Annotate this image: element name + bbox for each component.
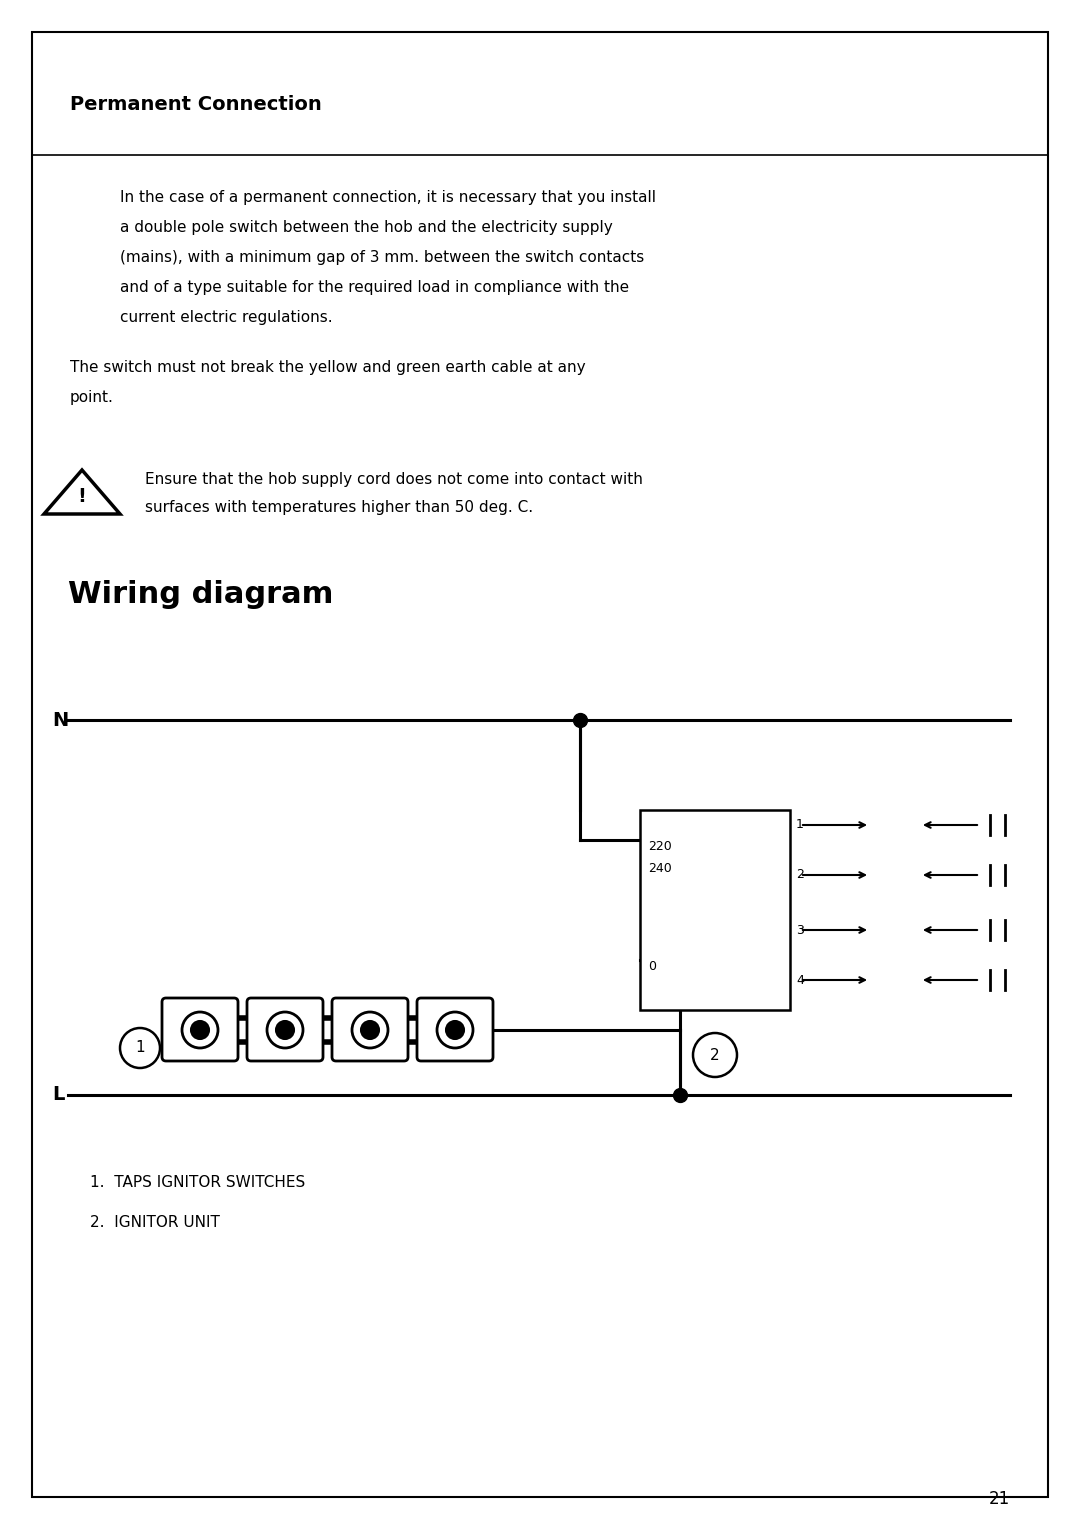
Text: and of a type suitable for the required load in compliance with the: and of a type suitable for the required …: [120, 280, 630, 295]
Text: L: L: [52, 1086, 65, 1104]
Bar: [640, 810, 789, 1011]
FancyBboxPatch shape: [417, 998, 492, 1061]
Text: surfaces with temperatures higher than 50 deg. C.: surfaces with temperatures higher than 5…: [145, 500, 534, 515]
FancyBboxPatch shape: [332, 998, 408, 1061]
Text: Ensure that the hob supply cord does not come into contact with: Ensure that the hob supply cord does not…: [145, 472, 643, 488]
Circle shape: [276, 1021, 294, 1040]
Text: 1.  TAPS IGNITOR SWITCHES: 1. TAPS IGNITOR SWITCHES: [90, 1174, 306, 1190]
Text: 0: 0: [648, 960, 656, 972]
Text: 2: 2: [796, 868, 804, 882]
Circle shape: [191, 1021, 210, 1040]
Text: (mains), with a minimum gap of 3 mm. between the switch contacts: (mains), with a minimum gap of 3 mm. bet…: [120, 251, 645, 265]
Text: 2: 2: [711, 1047, 719, 1063]
Text: point.: point.: [70, 390, 113, 405]
Text: Wiring diagram: Wiring diagram: [68, 579, 334, 609]
Text: current electric regulations.: current electric regulations.: [120, 310, 333, 326]
Text: 220: 220: [648, 839, 672, 853]
Text: Permanent Connection: Permanent Connection: [70, 95, 322, 115]
Text: 1: 1: [796, 818, 804, 832]
Circle shape: [437, 1012, 473, 1047]
Text: 2.  IGNITOR UNIT: 2. IGNITOR UNIT: [90, 1216, 220, 1229]
Text: 21: 21: [989, 1489, 1010, 1508]
Circle shape: [352, 1012, 388, 1047]
Circle shape: [693, 1034, 737, 1076]
Text: 240: 240: [648, 862, 672, 875]
Text: 1: 1: [135, 1041, 145, 1055]
FancyBboxPatch shape: [247, 998, 323, 1061]
Circle shape: [183, 1012, 218, 1047]
Circle shape: [446, 1021, 464, 1040]
FancyBboxPatch shape: [162, 998, 238, 1061]
Circle shape: [361, 1021, 379, 1040]
Text: 3: 3: [796, 924, 804, 936]
Circle shape: [120, 1027, 160, 1067]
Text: In the case of a permanent connection, it is necessary that you install: In the case of a permanent connection, i…: [120, 190, 656, 205]
Text: 4: 4: [796, 974, 804, 986]
Text: The switch must not break the yellow and green earth cable at any: The switch must not break the yellow and…: [70, 359, 585, 375]
Text: a double pole switch between the hob and the electricity supply: a double pole switch between the hob and…: [120, 220, 612, 235]
Circle shape: [267, 1012, 303, 1047]
Text: !: !: [78, 488, 86, 506]
Text: N: N: [52, 711, 68, 729]
